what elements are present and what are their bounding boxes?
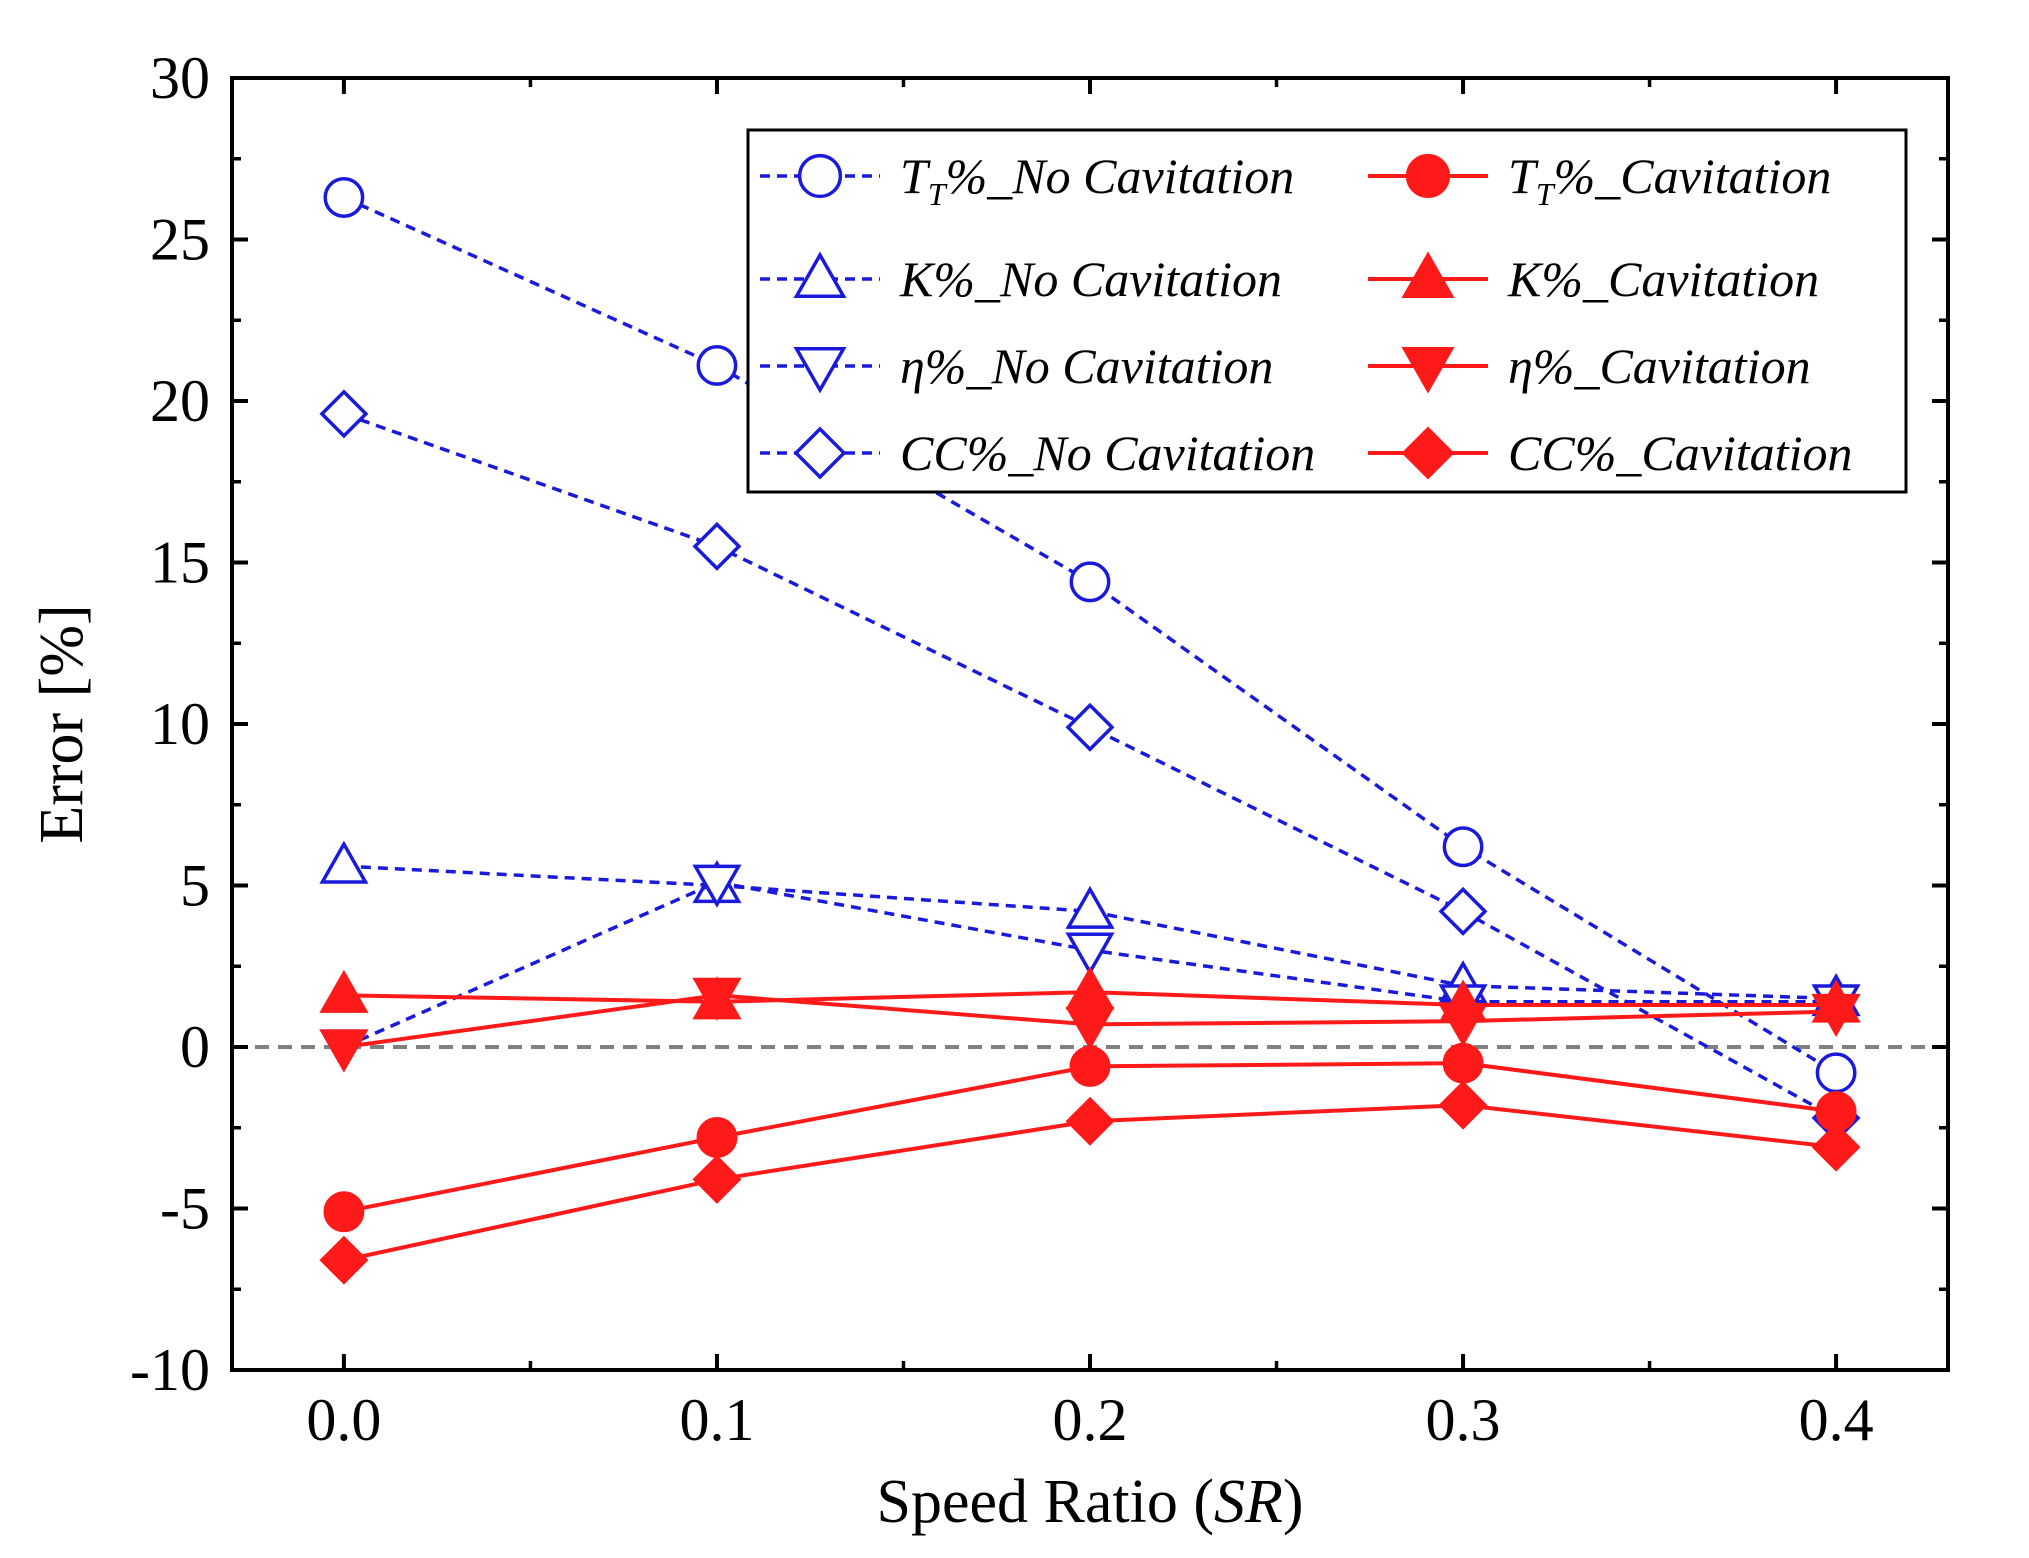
y-tick-label: -5	[160, 1176, 210, 1242]
y-tick-label: 25	[150, 207, 210, 273]
y-tick-label: 0	[180, 1014, 210, 1080]
data-point	[319, 1235, 369, 1285]
data-point	[323, 177, 365, 218]
data-point	[319, 1029, 369, 1073]
y-tick-label: 10	[150, 691, 210, 757]
legend-item: K%_No Cavitation	[760, 251, 1282, 307]
legend-label: K%_Cavitation	[1507, 251, 1819, 307]
y-tick-label: -10	[130, 1337, 210, 1403]
data-point	[1442, 826, 1484, 868]
data-point	[1065, 932, 1115, 976]
data-point	[319, 969, 369, 1013]
legend-item: CC%_No Cavitation	[760, 425, 1315, 481]
data-point	[1438, 1080, 1488, 1130]
legend-label: η%_Cavitation	[1508, 338, 1811, 394]
data-point	[319, 389, 369, 439]
data-point	[696, 345, 738, 386]
y-tick-label: 5	[180, 853, 210, 919]
legend-marker	[793, 346, 847, 394]
data-point	[1442, 1042, 1484, 1084]
data-point	[1065, 885, 1115, 929]
data-point	[1811, 1122, 1861, 1172]
legend-label: CC%_Cavitation	[1508, 425, 1852, 481]
data-point	[1069, 1045, 1111, 1087]
legend-item: η%_No Cavitation	[760, 338, 1273, 394]
series-TT%_No Cavitation	[323, 177, 1857, 1094]
data-point	[1065, 702, 1115, 752]
legend-marker	[1401, 346, 1455, 394]
data-point	[323, 1191, 365, 1233]
data-point	[692, 977, 742, 1021]
legend-marker	[1401, 251, 1455, 299]
series-line	[343, 412, 1837, 1120]
legend-label: TT%_Cavitation	[1508, 148, 1831, 212]
x-axis-title: Speed Ratio (SR)	[876, 1468, 1303, 1536]
data-point	[692, 1154, 742, 1204]
legend-marker	[793, 251, 847, 299]
data-point	[692, 864, 742, 908]
legend-item: K%_Cavitation	[1368, 251, 1819, 307]
legend-item: TT%_No Cavitation	[760, 148, 1294, 212]
legend-marker	[793, 426, 847, 480]
legend: TT%_No Cavitation TT%_Cavitation K%_No Cav…	[746, 128, 1908, 494]
legend-label: TT%_No Cavitation	[900, 148, 1294, 212]
data-point	[1438, 1003, 1488, 1047]
legend-marker	[1401, 426, 1455, 480]
x-tick-label: 0.0	[306, 1387, 381, 1453]
data-point	[319, 840, 369, 884]
data-point	[1065, 1006, 1115, 1050]
series-TT%_Cavitation	[323, 1042, 1857, 1233]
legend-label: η%_No Cavitation	[900, 338, 1273, 394]
series-η%_Cavitation	[319, 977, 1861, 1073]
y-tick-label: 20	[150, 368, 210, 434]
x-axis-title-italic: SR	[1214, 1468, 1283, 1536]
series-CC%_No Cavitation	[319, 389, 1861, 1143]
legend-item: TT%_Cavitation	[1368, 148, 1831, 212]
legend-marker	[1405, 153, 1451, 199]
legend-item: CC%_Cavitation	[1368, 425, 1852, 481]
x-tick-label: 0.2	[1053, 1387, 1128, 1453]
legend-label: K%_No Cavitation	[899, 251, 1282, 307]
tick-layer: -10 -5 0 5 10 15 20 25 30 0.0 0.1 0.2 0.3 0.4	[130, 45, 1948, 1453]
data-point	[1069, 561, 1111, 603]
legend-item: η%_Cavitation	[1368, 338, 1811, 394]
y-tick-label: 30	[150, 45, 210, 111]
legend-label: CC%_No Cavitation	[900, 425, 1315, 481]
data-point	[1811, 993, 1861, 1038]
series-layer	[319, 177, 1861, 1285]
data-point	[1065, 1096, 1115, 1146]
x-tick-label: 0.4	[1799, 1387, 1874, 1453]
data-point	[1815, 1052, 1857, 1094]
y-tick-label: 15	[150, 530, 210, 596]
legend-box	[746, 128, 1908, 494]
data-point	[1438, 886, 1488, 936]
series-CC%_Cavitation	[319, 1080, 1861, 1285]
x-tick-label: 0.1	[679, 1387, 754, 1453]
data-point	[692, 521, 742, 571]
x-axis-title-prefix: Speed Ratio (	[876, 1468, 1214, 1536]
data-point	[696, 1116, 738, 1158]
x-axis-title-suffix: )	[1283, 1468, 1304, 1536]
x-tick-label: 0.3	[1426, 1387, 1501, 1453]
legend-marker	[797, 153, 843, 199]
y-axis-title: Error [%]	[28, 604, 96, 843]
